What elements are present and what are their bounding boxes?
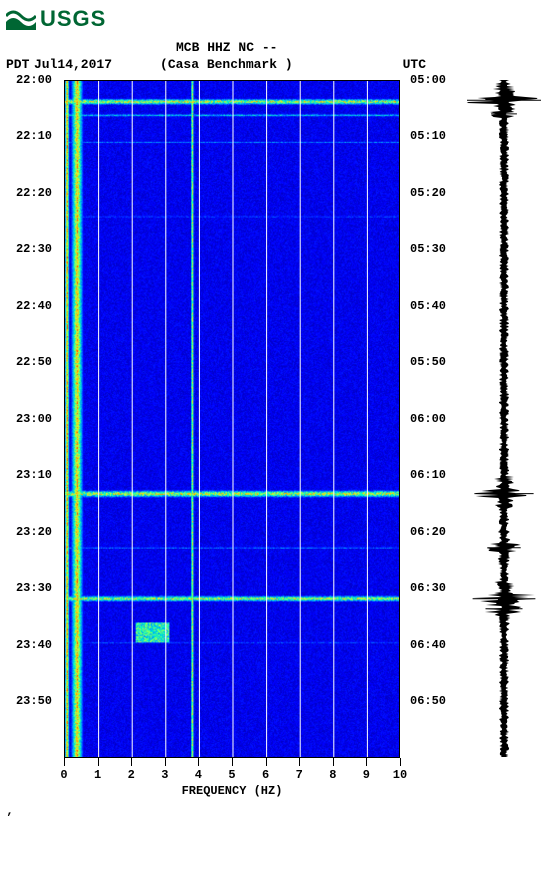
time-tick: 23:40	[12, 638, 52, 652]
time-tick: 05:40	[410, 299, 450, 313]
freq-tick: 8	[329, 768, 336, 782]
time-tick: 23:50	[12, 694, 52, 708]
utc-label: UTC	[403, 57, 426, 74]
station-line: MCB HHZ NC --	[176, 40, 277, 57]
spectrogram-grid	[65, 81, 400, 758]
usgs-logo: USGS	[6, 6, 546, 32]
pdt-label: PDT	[6, 57, 20, 74]
time-tick: 05:50	[410, 355, 450, 369]
x-axis-label: FREQUENCY (HZ)	[182, 784, 283, 798]
time-tick: 22:50	[12, 355, 52, 369]
time-tick: 05:20	[410, 186, 450, 200]
freq-tick: 10	[393, 768, 407, 782]
time-tick: 06:20	[410, 525, 450, 539]
time-tick: 05:00	[410, 73, 450, 87]
freq-tick: 6	[262, 768, 269, 782]
time-tick: 22:00	[12, 73, 52, 87]
time-tick: 06:50	[410, 694, 450, 708]
time-tick: 22:30	[12, 242, 52, 256]
time-tick: 06:40	[410, 638, 450, 652]
freq-tick: 9	[363, 768, 370, 782]
spectrogram	[64, 80, 400, 758]
usgs-wave-icon	[6, 8, 36, 30]
freq-tick: 1	[94, 768, 101, 782]
freq-tick: 3	[161, 768, 168, 782]
time-tick: 05:30	[410, 242, 450, 256]
y-axis-right: 05:0005:1005:2005:3005:4005:5006:0006:10…	[410, 80, 450, 758]
header-date: Jul14,2017	[34, 57, 112, 74]
footer-glyph: ‚	[6, 804, 546, 818]
time-tick: 06:00	[410, 412, 450, 426]
time-tick: 23:00	[12, 412, 52, 426]
time-tick: 22:20	[12, 186, 52, 200]
chart-header: MCB HHZ NC -- PDT Jul14,2017 (Casa Bench…	[6, 40, 546, 74]
time-tick: 05:10	[410, 129, 450, 143]
time-tick: 06:10	[410, 468, 450, 482]
usgs-logo-text: USGS	[40, 6, 106, 32]
freq-tick: 4	[195, 768, 202, 782]
time-tick: 23:10	[12, 468, 52, 482]
time-tick: 22:40	[12, 299, 52, 313]
station-name: (Casa Benchmark )	[160, 57, 293, 74]
chart-area: 22:0022:1022:2022:3022:4022:5023:0023:10…	[6, 80, 546, 800]
time-tick: 22:10	[12, 129, 52, 143]
seismogram-trace	[466, 80, 542, 758]
x-axis: FREQUENCY (HZ) 012345678910	[64, 758, 400, 800]
time-tick: 23:30	[12, 581, 52, 595]
freq-tick: 0	[60, 768, 67, 782]
freq-tick: 2	[128, 768, 135, 782]
y-axis-left: 22:0022:1022:2022:3022:4022:5023:0023:10…	[12, 80, 52, 758]
freq-tick: 5	[228, 768, 235, 782]
seismogram	[466, 80, 542, 758]
freq-tick: 7	[296, 768, 303, 782]
time-tick: 23:20	[12, 525, 52, 539]
time-tick: 06:30	[410, 581, 450, 595]
